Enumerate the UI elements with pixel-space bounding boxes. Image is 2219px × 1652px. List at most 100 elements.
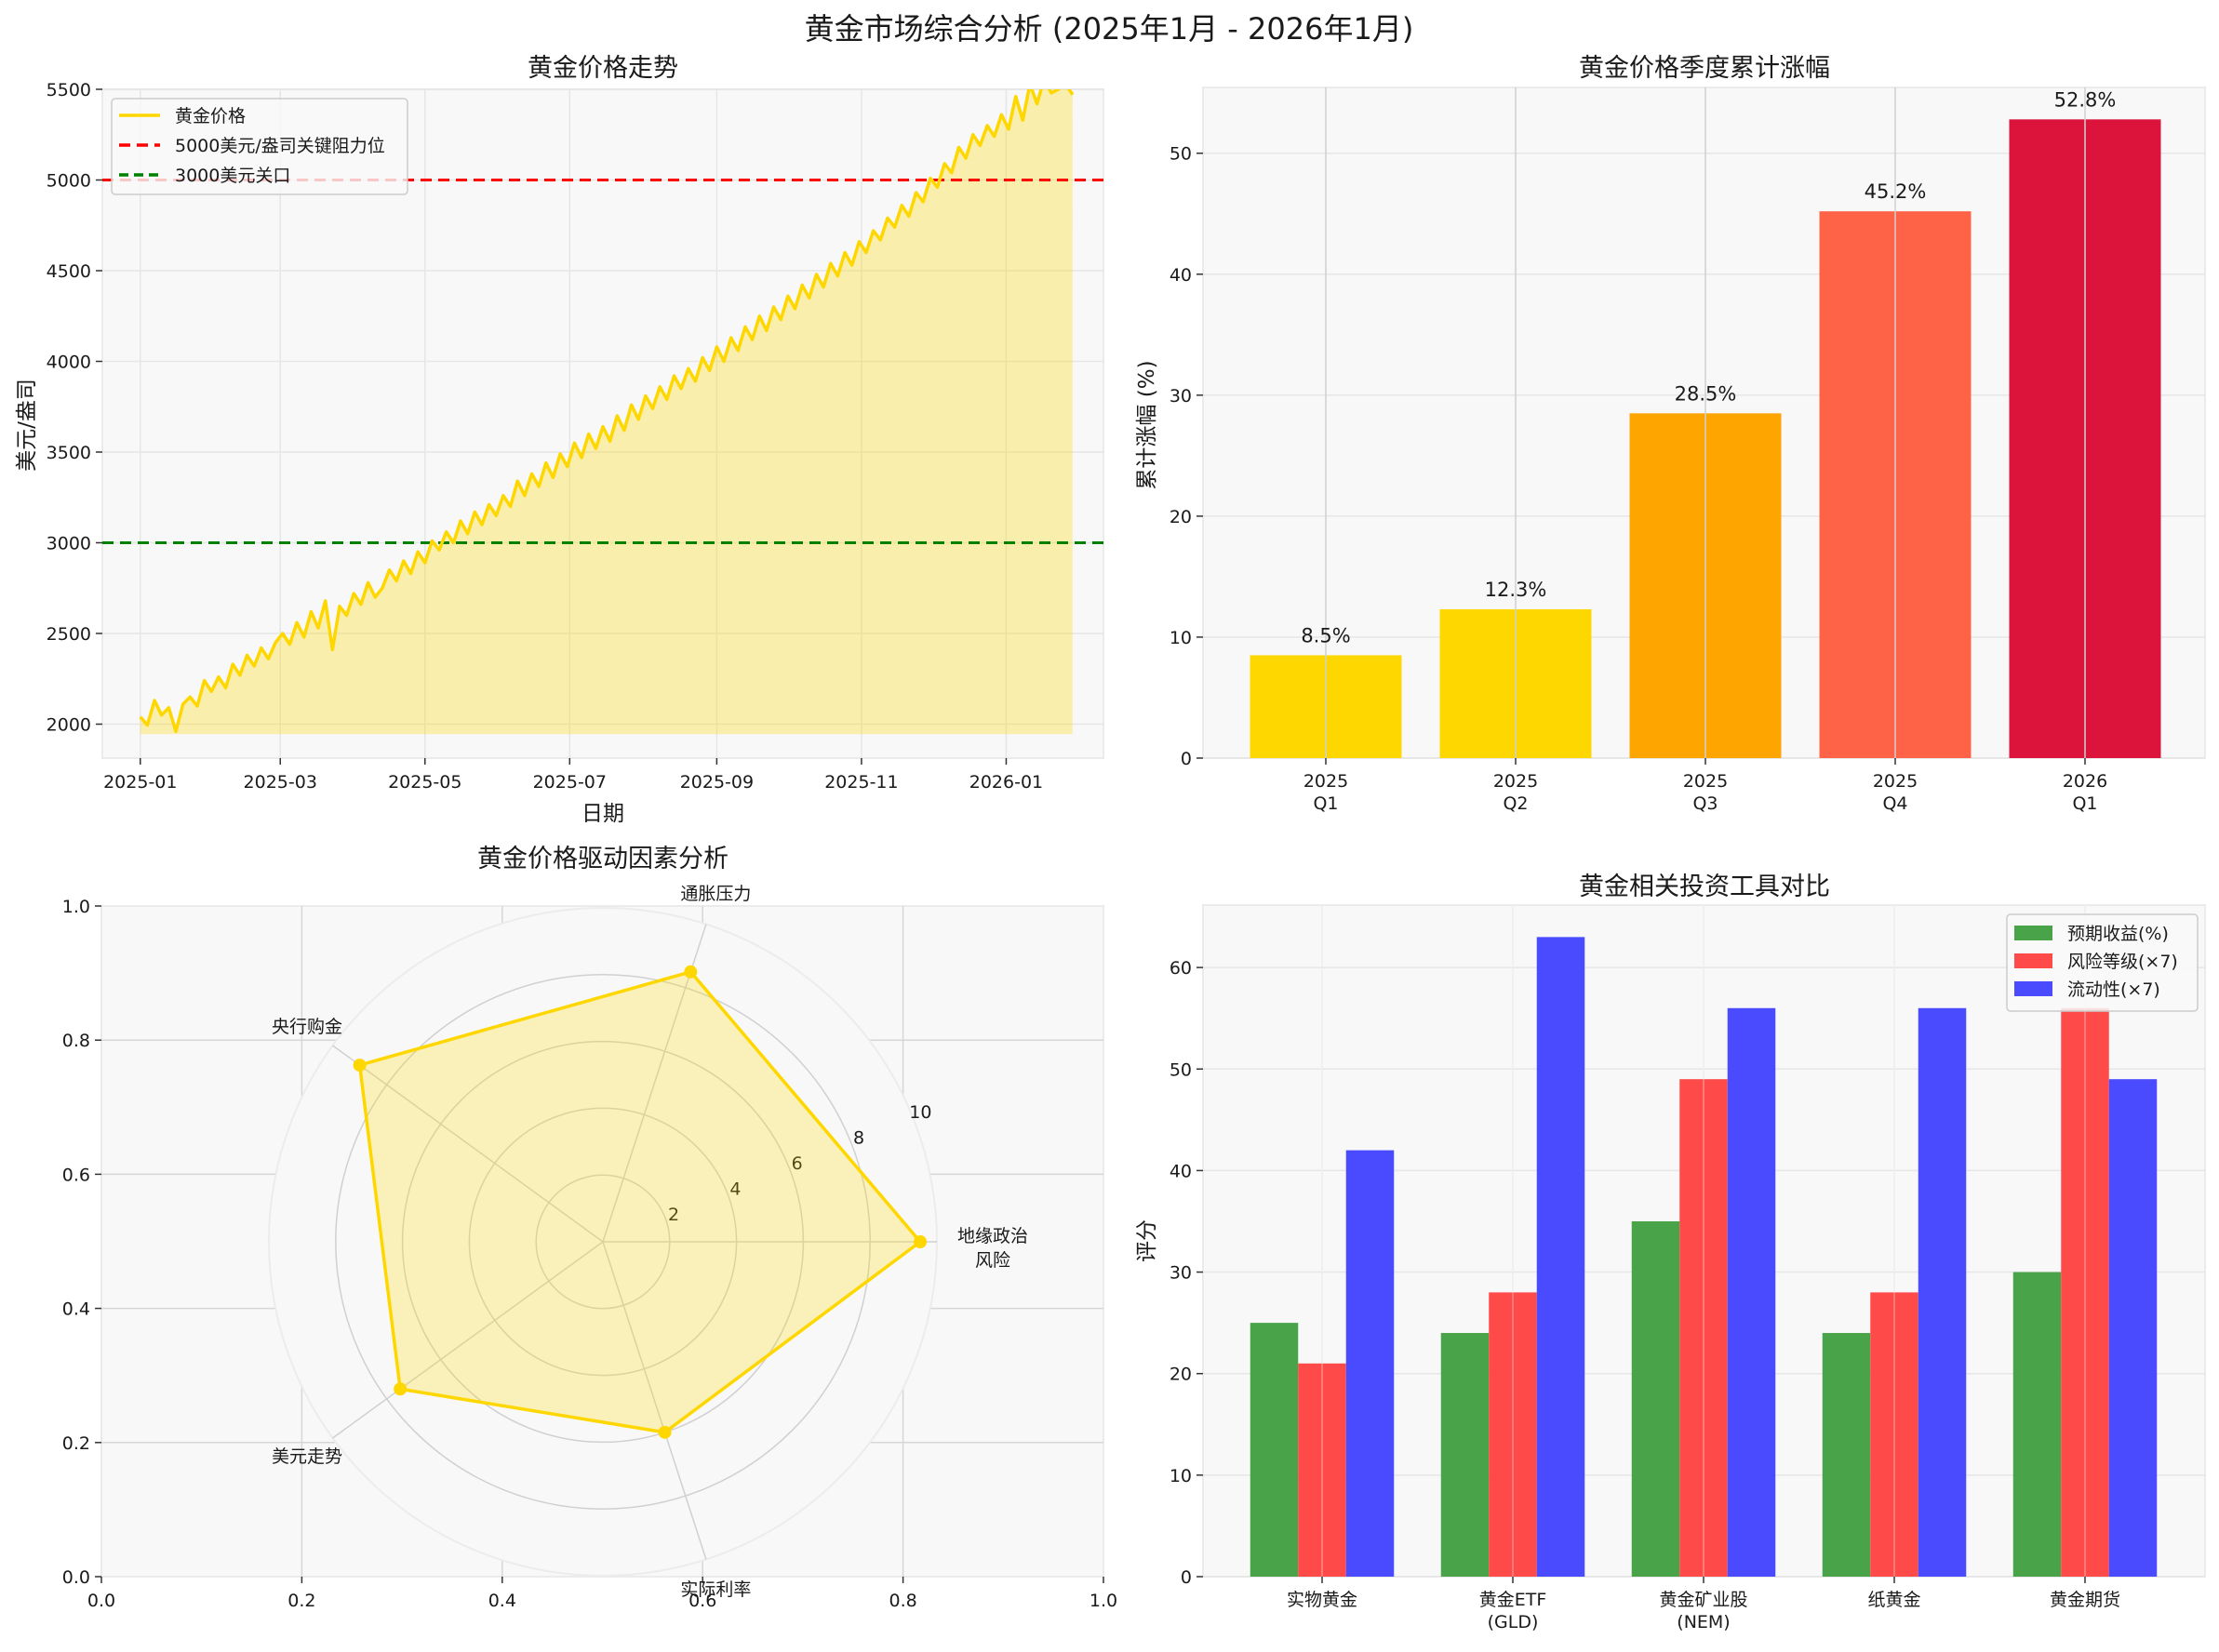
y-tick-label: 0.6 <box>62 1165 90 1185</box>
bar-liquidity <box>1918 1007 1967 1577</box>
bar-value-label: 52.8% <box>2054 88 2117 111</box>
legend-label: 5000美元/盎司关键阻力位 <box>175 136 385 156</box>
bar-value-label: 45.2% <box>1865 180 1927 203</box>
x-tick-label: (GLD) <box>1488 1612 1539 1632</box>
radar-point <box>658 1425 672 1439</box>
x-tick-label: 2025-09 <box>680 772 754 793</box>
bar-liquidity <box>1536 937 1585 1577</box>
quarterly-gain-panel: 黄金价格季度累计涨幅 累计涨幅 (%) 010203040508.5%2025Q… <box>1135 54 2206 814</box>
bar-risk <box>1489 1292 1537 1577</box>
radar-spoke <box>602 1241 707 1560</box>
bar-liquidity <box>1727 1007 1776 1577</box>
bar-value-label: 12.3% <box>1485 579 1547 601</box>
x-tick-label: 纸黄金 <box>1867 1590 1920 1610</box>
y-tick-label: 10 <box>1170 628 1192 648</box>
bar-return <box>2012 1272 2062 1577</box>
instrument-compare-panel: 黄金相关投资工具对比 评分 0 10 20 30 40 50 60 实物黄金 黄金ETF(GLD… <box>1135 873 2206 1632</box>
y-tick-label: 0 <box>1181 1567 1192 1588</box>
y-tick-label: 50 <box>1170 144 1192 165</box>
quarterly-gain-ylabel: 累计涨幅 (%) <box>1135 360 1159 489</box>
x-tick-label: 0.2 <box>287 1591 315 1611</box>
instrument-compare-legend: 预期收益(%) 风险等级(×7) 流动性(×7) <box>2006 913 2199 1012</box>
bar-risk <box>1870 1292 1918 1577</box>
bar-return <box>1631 1220 1680 1577</box>
radar-point <box>914 1235 928 1248</box>
bar-return <box>1440 1333 1490 1577</box>
radar-spoke <box>332 1045 604 1243</box>
legend-swatch <box>2014 926 2052 940</box>
y-tick-label: 50 <box>1170 1059 1192 1080</box>
figure-title: 黄金市场综合分析 (2025年1月 - 2026年1月) <box>805 11 1414 47</box>
bar-liquidity <box>1345 1150 1395 1577</box>
y-tick-label: 40 <box>1170 265 1192 286</box>
bar-value-label: 8.5% <box>1301 624 1350 646</box>
radar-r-tick-label: 10 <box>909 1102 931 1123</box>
radar-axis-label: 地缘政治 <box>957 1226 1028 1246</box>
x-tick-label: (NEM) <box>1677 1612 1730 1632</box>
x-tick-label: 黄金矿业股 <box>1659 1590 1747 1610</box>
y-tick-label: 20 <box>1170 507 1192 527</box>
y-tick-label: 2500 <box>47 624 91 645</box>
y-tick-label: 4500 <box>47 261 91 282</box>
y-tick-label: 20 <box>1170 1365 1192 1385</box>
radar-axis-label: 央行购金 <box>272 1017 342 1037</box>
x-tick-label: 2025-07 <box>533 772 607 793</box>
bar-return <box>1250 1323 1299 1577</box>
radar-axis-label: 通胀压力 <box>680 884 751 904</box>
x-tick-label: 实物黄金 <box>1287 1590 1357 1610</box>
y-tick-label: 3500 <box>47 443 91 463</box>
price-area-fill <box>140 89 1073 735</box>
legend-label: 流动性(×7) <box>2067 979 2160 1000</box>
bar-risk <box>1298 1363 1346 1577</box>
x-tick-label: 2025 <box>1683 771 1728 792</box>
bar-risk <box>1679 1079 1728 1577</box>
radar-polygon <box>357 970 922 1434</box>
y-tick-label: 10 <box>1170 1466 1192 1486</box>
radar-point <box>394 1382 408 1396</box>
legend-swatch <box>2014 953 2052 968</box>
x-tick-label: 2026 <box>2063 771 2107 792</box>
legend-label: 预期收益(%) <box>2067 924 2169 944</box>
radar-r-tick-label: 4 <box>729 1179 741 1200</box>
x-tick-label: 黄金ETF <box>1479 1590 1547 1610</box>
x-tick-label: 0.8 <box>889 1591 916 1611</box>
bar-liquidity <box>2108 1079 2158 1577</box>
price-trend-title: 黄金价格走势 <box>528 54 678 83</box>
x-tick-label: 2025-01 <box>103 772 177 793</box>
x-tick-label: Q1 <box>1313 793 1338 814</box>
y-tick-label: 40 <box>1170 1161 1192 1181</box>
x-tick-label: 2025 <box>1493 771 1538 792</box>
legend-label: 黄金价格 <box>175 106 246 127</box>
price-line <box>139 89 1075 734</box>
price-trend-plot-area <box>101 88 1104 759</box>
x-tick-label: Q2 <box>1503 793 1528 814</box>
y-tick-label: 3000 <box>47 534 91 554</box>
y-tick-label: 1.0 <box>62 897 90 917</box>
price-trend-xlabel: 日期 <box>581 802 624 826</box>
x-tick-label: Q3 <box>1692 793 1718 814</box>
y-tick-label: 0.4 <box>62 1299 90 1320</box>
x-tick-label: 2025 <box>1303 771 1348 792</box>
drivers-radar-title: 黄金价格驱动因素分析 <box>477 845 729 873</box>
y-tick-label: 4000 <box>47 353 91 373</box>
y-tick-label: 30 <box>1170 1263 1192 1284</box>
y-tick-label: 60 <box>1170 958 1192 979</box>
x-tick-label: 黄金期货 <box>2050 1590 2120 1610</box>
y-tick-label: 0.8 <box>62 1031 90 1051</box>
bar-return <box>1822 1333 1871 1577</box>
legend-swatch <box>2014 981 2052 996</box>
x-tick-label: 0.4 <box>488 1591 516 1611</box>
radar-spoke <box>332 1241 604 1439</box>
x-tick-label: 0.0 <box>87 1591 115 1611</box>
y-tick-label: 5500 <box>47 80 91 100</box>
radar-axis-label: 风险 <box>975 1250 1010 1271</box>
price-trend-panel: 黄金价格走势 日期 美元/盎司 2025-01 2025-03 2025-05 202… <box>15 54 1104 826</box>
x-tick-label: Q4 <box>1882 793 1907 814</box>
x-tick-label: Q1 <box>2072 793 2097 814</box>
x-tick-label: 2025-11 <box>824 772 898 793</box>
x-tick-label: 2025-05 <box>388 772 461 793</box>
y-tick-label: 0.2 <box>62 1433 90 1454</box>
legend-label: 风险等级(×7) <box>2067 952 2178 972</box>
